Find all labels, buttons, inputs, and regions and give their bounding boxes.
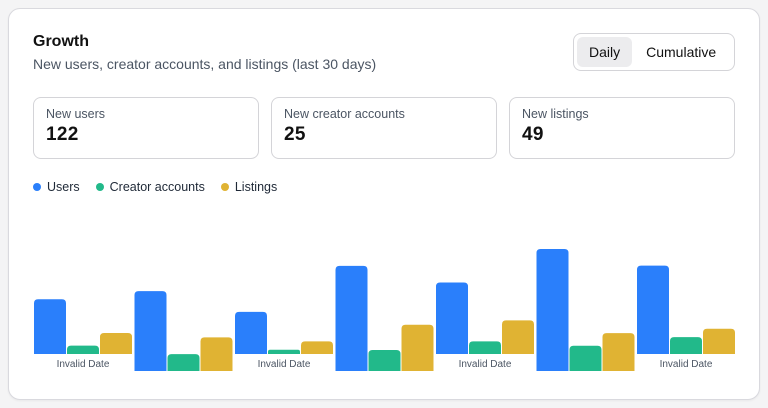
bar-listings[interactable] <box>100 332 132 354</box>
stat-new-listings: New listings 49 <box>509 97 735 159</box>
bar-creator-accounts[interactable] <box>368 349 401 371</box>
legend-item-users[interactable]: Users <box>33 180 80 194</box>
legend-label: Listings <box>234 180 278 194</box>
bar-listings[interactable] <box>401 324 434 371</box>
legend-dot-creators <box>95 183 104 191</box>
bar-users[interactable] <box>637 265 669 354</box>
stat-label: New users <box>46 107 106 121</box>
stat-label: New creator accounts <box>284 107 405 121</box>
bar-users[interactable] <box>436 282 468 354</box>
bar-users[interactable] <box>235 311 267 354</box>
legend-item-creator-accounts[interactable]: Creator accounts <box>95 180 205 194</box>
bar-creator-accounts[interactable] <box>670 337 702 354</box>
bar-creator-accounts[interactable] <box>469 341 501 354</box>
bar-creator-accounts[interactable] <box>167 354 200 371</box>
bar-users[interactable] <box>34 299 66 354</box>
bar-listings[interactable] <box>502 320 534 354</box>
x-tick-label: Invalid Date <box>459 359 512 370</box>
stat-new-users: New users 122 <box>33 97 259 159</box>
bar-creator-accounts[interactable] <box>569 345 602 371</box>
stat-value: 25 <box>284 124 306 145</box>
stat-label: New listings <box>522 107 589 121</box>
legend-dot-listings <box>220 183 229 191</box>
toggle-daily-button[interactable]: Daily <box>577 37 633 67</box>
chart-svg: Invalid Date Invalid Date Invalid Date Inva… <box>34 249 735 371</box>
bar-users[interactable] <box>134 291 167 371</box>
legend-label: Users <box>47 180 80 194</box>
growth-card: Growth New users, creator accounts, and … <box>8 8 760 400</box>
view-toggle: Daily Cumulative <box>573 33 735 71</box>
bar-users[interactable] <box>335 265 368 371</box>
bar-users[interactable] <box>536 249 569 371</box>
legend-label: Creator accounts <box>109 180 205 194</box>
toggle-cumulative-button[interactable]: Cumulative <box>634 37 728 67</box>
bar-listings[interactable] <box>602 333 635 371</box>
stat-value: 49 <box>522 124 544 145</box>
x-tick-label: Invalid Date <box>258 359 311 370</box>
bar-creator-accounts[interactable] <box>268 349 300 354</box>
card-subtitle: New users, creator accounts, and listing… <box>33 56 377 72</box>
chart-legend: Users Creator accounts Listings <box>33 180 277 194</box>
card-title: Growth <box>33 33 89 50</box>
stats-row: New users 122 New creator accounts 25 Ne… <box>33 97 735 159</box>
bar-listings[interactable] <box>301 341 333 354</box>
bar-listings[interactable] <box>200 337 233 371</box>
stat-value: 122 <box>46 124 79 145</box>
growth-bar-chart: Invalid Date Invalid Date Invalid Date Inva… <box>9 9 759 399</box>
bar-listings[interactable] <box>703 328 735 354</box>
bar-creator-accounts[interactable] <box>67 345 99 354</box>
x-tick-label: Invalid Date <box>57 359 110 370</box>
stat-new-creator-accounts: New creator accounts 25 <box>271 97 497 159</box>
x-tick-label: Invalid Date <box>660 359 713 370</box>
legend-item-listings[interactable]: Listings <box>220 180 278 194</box>
legend-dot-users <box>33 183 41 191</box>
